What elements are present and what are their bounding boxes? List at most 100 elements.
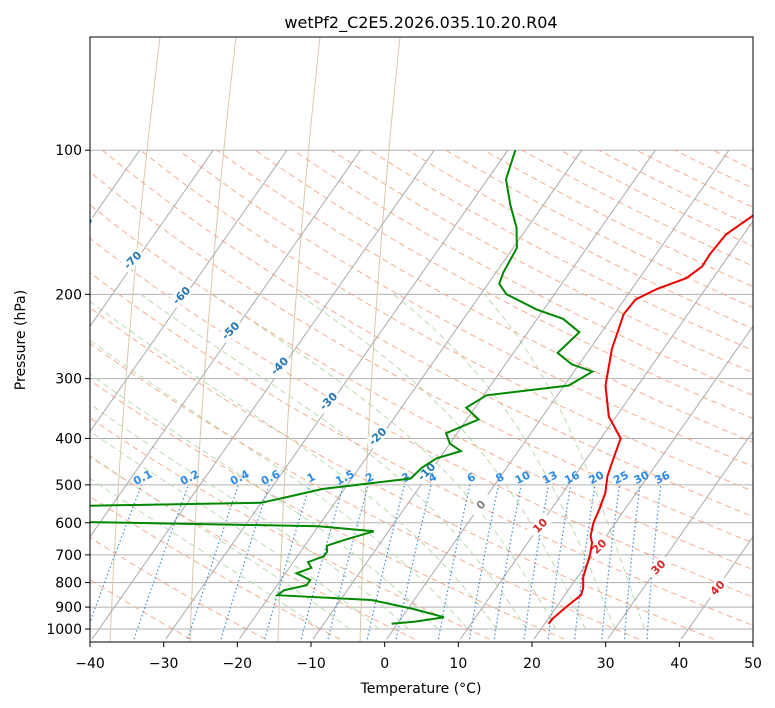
dewpoint-line — [90, 149, 595, 625]
isotherm-label-background — [364, 423, 391, 449]
dry-adiabat — [90, 171, 753, 544]
reference-curve — [109, 37, 161, 642]
plot-area: -100-90-80-70-60-50-40-30-20-10010203040… — [72, 37, 753, 642]
temperature-line — [547, 214, 753, 625]
y-tick-label: 700 — [55, 548, 82, 564]
isotherm — [238, 149, 583, 640]
x-tick-label: 0 — [380, 656, 389, 672]
moist-adiabat — [212, 293, 557, 630]
dry-adiabat — [90, 417, 490, 640]
dry-adiabat — [102, 149, 753, 518]
moist-adiabat — [90, 430, 380, 630]
moist-adiabat — [90, 403, 409, 630]
mixing-ratio-line — [220, 484, 270, 640]
x-tick-label: −10 — [296, 656, 326, 672]
isotherm-label-background — [266, 353, 293, 379]
reference-curves — [109, 37, 401, 642]
x-tick-label: 40 — [670, 656, 688, 672]
x-axis-label: Temperature (°C) — [360, 681, 482, 697]
isotherm-label-background — [119, 247, 146, 273]
dry-adiabat — [90, 379, 565, 640]
isotherm — [90, 149, 288, 433]
mixing-ratio-label: 10 — [513, 468, 533, 487]
x-axis-ticks: −40 −30 −20 −10 0 10 20 30 40 50 — [75, 642, 762, 672]
isotherm-label-background — [586, 533, 612, 559]
x-tick-label: −20 — [223, 656, 253, 672]
mixing-ratio-line — [574, 484, 596, 640]
isotherm-label-background — [315, 388, 342, 414]
isotherm-label-background — [413, 458, 440, 485]
dry-adiabat — [90, 204, 753, 571]
isotherm — [91, 149, 435, 640]
x-tick-label: 50 — [744, 656, 762, 672]
mixing-ratio-line — [327, 484, 369, 640]
isotherm — [386, 149, 730, 640]
x-tick-label: −30 — [149, 656, 179, 672]
moist-adiabat — [484, 293, 645, 630]
mixing-ratio-line — [90, 484, 143, 624]
mixing-ratio-line — [468, 484, 500, 640]
mixing-ratio-line — [493, 484, 522, 640]
y-tick-label: 500 — [55, 478, 82, 494]
mixing-ratio-line — [437, 484, 471, 640]
mixing-ratio-line — [300, 484, 345, 640]
x-tick-label: 10 — [449, 656, 467, 672]
isotherm — [312, 149, 656, 640]
moist-adiabat — [90, 455, 350, 630]
isotherm-label-background — [645, 554, 671, 580]
isotherm-label-background — [704, 574, 731, 601]
dry-adiabat — [90, 237, 753, 598]
moist-adiabats — [90, 293, 645, 630]
isotherm — [90, 149, 362, 538]
reference-curve — [277, 37, 321, 642]
moist-adiabat — [90, 339, 468, 630]
y-axis-ticks: 100 200 300 400 500 600 700 800 900 1000 — [46, 143, 90, 638]
y-tick-label: 100 — [55, 143, 82, 159]
moist-adiabat — [90, 300, 498, 630]
mixing-ratio-line — [395, 484, 432, 640]
dry-adiabats — [90, 149, 753, 640]
x-tick-label: 20 — [523, 656, 541, 672]
moist-adiabat — [392, 293, 616, 630]
y-tick-label: 400 — [55, 431, 82, 447]
y-tick-label: 300 — [55, 372, 82, 388]
mixing-ratio-label: 36 — [653, 468, 673, 487]
mixing-ratio-label: 16 — [562, 468, 582, 487]
dry-adiabat — [140, 149, 753, 492]
moist-adiabat — [90, 373, 439, 630]
y-tick-label: 900 — [55, 600, 82, 616]
isotherm — [533, 325, 753, 640]
moist-adiabat — [298, 293, 586, 630]
mixing-ratio-label: 20 — [587, 468, 607, 487]
y-axis-label: Pressure (hPa) — [13, 290, 29, 390]
y-tick-label: 800 — [55, 576, 82, 592]
y-tick-label: 600 — [55, 516, 82, 532]
mixing-ratio-line — [133, 484, 189, 640]
mixing-ratio-label: 30 — [632, 468, 652, 487]
mixing-ratio-label: 13 — [540, 468, 560, 487]
dry-adiabat — [90, 271, 753, 626]
mixing-ratio-line — [366, 484, 406, 640]
mixing-ratio-line — [547, 484, 572, 640]
plot-frame — [89, 36, 754, 643]
dry-adiabat — [90, 536, 266, 640]
isotherm — [459, 220, 753, 640]
dry-adiabat — [254, 149, 753, 420]
y-tick-label: 1000 — [46, 622, 82, 638]
x-tick-label: 30 — [597, 656, 615, 672]
dry-adiabat — [369, 149, 753, 352]
isotherm-label-background — [468, 491, 494, 518]
isotherm-label: -80 — [72, 213, 95, 236]
isotherms — [90, 149, 753, 640]
mixing-ratio-line — [187, 484, 239, 640]
isotherm-label-background — [527, 512, 553, 539]
dry-adiabat — [90, 495, 341, 640]
isotherm — [680, 535, 753, 640]
reference-curve — [359, 37, 401, 642]
chart-title: wetPf2_C2E5.2026.035.10.20.R04 — [284, 13, 557, 33]
y-tick-label: 200 — [55, 287, 82, 303]
dry-adiabat — [216, 149, 753, 443]
moist-adiabat — [140, 293, 527, 630]
